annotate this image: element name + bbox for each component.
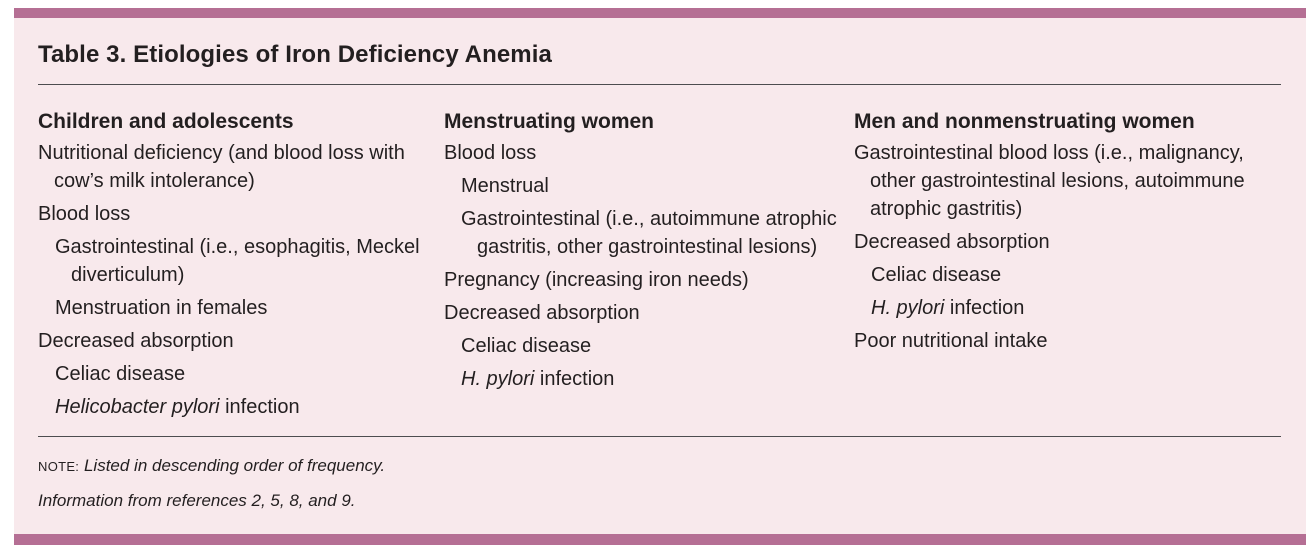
sub-list-item: Celiac disease bbox=[444, 332, 844, 360]
item-text: Pregnancy (increasing iron needs) bbox=[444, 269, 749, 291]
item-text: Menstrual bbox=[461, 175, 549, 197]
note-text: Listed in descending order of frequency. bbox=[79, 456, 386, 475]
footer-divider bbox=[38, 436, 1281, 437]
column-menstruating-women: Menstruating women Blood loss Menstrual Ga… bbox=[444, 108, 844, 398]
item-text: Gastrointestinal (i.e., autoimmune atrop… bbox=[461, 208, 837, 258]
sub-list-item: Celiac disease bbox=[38, 360, 433, 388]
sub-list-item: Menstrual bbox=[444, 172, 844, 200]
title-divider bbox=[38, 84, 1281, 85]
item-text: infection bbox=[219, 396, 300, 418]
item-text: Decreased absorption bbox=[854, 231, 1050, 253]
column-heading: Menstruating women bbox=[444, 110, 655, 133]
column-heading: Men and nonmenstruating women bbox=[854, 110, 1195, 133]
sub-list-item: Gastrointestinal (i.e., autoimmune atrop… bbox=[444, 205, 844, 261]
list-item: Decreased absorption bbox=[38, 327, 433, 355]
italic-term: H. pylori bbox=[461, 368, 535, 390]
item-text: Gastrointestinal (i.e., esophagitis, Mec… bbox=[55, 236, 420, 286]
list-item: Nutritional deficiency (and blood loss w… bbox=[38, 139, 433, 195]
list-item: Blood loss bbox=[38, 200, 433, 228]
item-text: Celiac disease bbox=[461, 335, 592, 357]
italic-term: Helicobacter pylori bbox=[55, 396, 220, 418]
list-item: Pregnancy (increasing iron needs) bbox=[444, 266, 844, 294]
list-item: Poor nutritional intake bbox=[854, 327, 1294, 355]
list-item: Decreased absorption bbox=[444, 299, 844, 327]
sub-list-item: Helicobacter pylori infection bbox=[38, 393, 433, 421]
table-title: Table 3. Etiologies of Iron Deficiency A… bbox=[38, 41, 552, 68]
item-text: Celiac disease bbox=[871, 264, 1002, 286]
bottom-accent-bar bbox=[14, 534, 1306, 545]
list-item: Gastrointestinal blood loss (i.e., malig… bbox=[854, 139, 1294, 223]
column-items: Blood loss Menstrual Gastrointestinal (i.e… bbox=[444, 139, 844, 393]
sub-list-item: Menstruation in females bbox=[38, 294, 433, 322]
note-label: NOTE: bbox=[38, 459, 80, 474]
sub-list-item: Celiac disease bbox=[854, 261, 1294, 289]
item-text: infection bbox=[944, 297, 1025, 319]
column-items: Nutritional deficiency (and blood loss w… bbox=[38, 139, 433, 421]
item-text: Decreased absorption bbox=[444, 302, 640, 324]
sub-list-item: Gastrointestinal (i.e., esophagitis, Mec… bbox=[38, 233, 433, 289]
table-panel: Table 3. Etiologies of Iron Deficiency A… bbox=[14, 8, 1306, 545]
item-text: Celiac disease bbox=[55, 363, 186, 385]
item-text: Blood loss bbox=[444, 142, 537, 164]
sub-list-item: H. pylori infection bbox=[854, 294, 1294, 322]
item-text: Blood loss bbox=[38, 203, 131, 225]
item-text: Decreased absorption bbox=[38, 330, 234, 352]
column-heading: Children and adolescents bbox=[38, 110, 294, 133]
item-text: Menstruation in females bbox=[55, 297, 268, 319]
item-text: Nutritional deficiency (and blood loss w… bbox=[38, 142, 405, 192]
table-source: Information from references 2, 5, 8, and… bbox=[38, 491, 356, 510]
column-items: Gastrointestinal blood loss (i.e., malig… bbox=[854, 139, 1294, 355]
list-item: Blood loss bbox=[444, 139, 844, 167]
item-text: Gastrointestinal blood loss (i.e., malig… bbox=[854, 142, 1245, 220]
sub-list-item: H. pylori infection bbox=[444, 365, 844, 393]
item-text: infection bbox=[534, 368, 615, 390]
top-accent-bar bbox=[14, 8, 1306, 18]
table-note: NOTE: Listed in descending order of freq… bbox=[38, 456, 385, 476]
list-item: Decreased absorption bbox=[854, 228, 1294, 256]
item-text: Poor nutritional intake bbox=[854, 330, 1048, 352]
column-men-nonmenstruating-women: Men and nonmenstruating women Gastrointe… bbox=[854, 108, 1294, 360]
italic-term: H. pylori bbox=[871, 297, 945, 319]
column-children: Children and adolescents Nutritional def… bbox=[38, 108, 433, 426]
